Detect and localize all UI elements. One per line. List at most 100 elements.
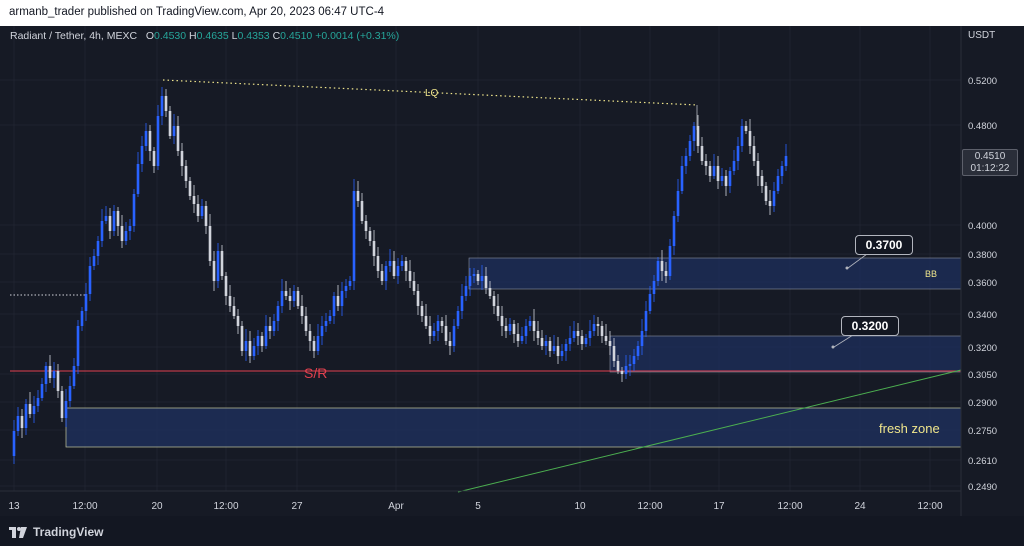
high-label: H (189, 30, 197, 42)
price-tick-label: 0.2750 (968, 426, 997, 437)
candle-up (292, 291, 296, 301)
candle-up (568, 338, 572, 344)
price-tick-label: 0.3050 (968, 370, 997, 381)
tradingview-wordmark: TradingView (33, 525, 104, 539)
candle-up (252, 346, 256, 356)
candle-down (532, 321, 536, 331)
candle-down (604, 336, 608, 341)
candle-down (608, 341, 612, 346)
candle-up (460, 296, 464, 311)
candle-down (704, 161, 708, 166)
candle-down (296, 291, 300, 306)
time-tick-label: 12:00 (213, 501, 238, 512)
candle-down (152, 151, 156, 166)
candle-down (188, 181, 192, 196)
candle-up (452, 326, 456, 346)
candle-up (628, 364, 632, 366)
time-tick-label: 12:00 (777, 501, 802, 512)
bb-label: BB (925, 269, 937, 279)
fresh-zone-label: fresh zone (879, 421, 940, 436)
candle-up (644, 311, 648, 331)
candle-up (528, 321, 532, 326)
candle-down (760, 176, 764, 186)
candle-up (280, 291, 284, 306)
candle-down (248, 341, 252, 356)
candle-up (112, 211, 116, 231)
bar-countdown: 01:12:22 (970, 163, 1010, 174)
candle-down (708, 166, 712, 176)
trendline (457, 369, 962, 493)
candle-up (784, 156, 788, 166)
candle-down (500, 316, 504, 326)
price-tick-label: 0.5200 (968, 76, 997, 87)
price-tick-label: 0.2900 (968, 398, 997, 409)
demand-zone-0320 (609, 335, 962, 373)
candle-down (204, 206, 208, 226)
candle-down (148, 131, 152, 151)
candle-up (40, 384, 44, 398)
candle-down (380, 271, 384, 281)
candle-up (384, 266, 388, 281)
candle-down (116, 211, 120, 226)
time-axis-labels: 13 12:00 20 12:00 27 Apr 5 10 12:00 17 12:00 24 12:0… (8, 501, 943, 512)
candle-up (636, 346, 640, 356)
candle-up (216, 251, 220, 281)
time-tick-label: 17 (713, 501, 725, 512)
candle-up (80, 311, 84, 326)
price-tick-label: 0.3600 (968, 278, 997, 289)
callout-upper: 0.3700 (855, 235, 913, 255)
candle-down (616, 361, 620, 371)
candle-up (84, 294, 88, 311)
candle-down (744, 126, 748, 131)
time-tick-label: 12:00 (637, 501, 662, 512)
price-chart[interactable]: LQ S/R BB fresh zone 0.52000.48000.40000… (0, 26, 1024, 516)
open-value: 0.4530 (153, 30, 187, 42)
candle-up (456, 311, 460, 326)
currency-label[interactable]: USDT (968, 30, 996, 41)
candle-down (492, 296, 496, 306)
candle-down (484, 276, 488, 288)
candle-up (388, 261, 392, 266)
candle-down (364, 221, 368, 231)
candle-up (624, 366, 628, 374)
candle-up (320, 326, 324, 336)
close-value: 0.4510 (280, 30, 313, 42)
candle-up (396, 266, 400, 276)
candle-up (524, 326, 528, 336)
bb-zone (468, 257, 962, 290)
candle-up (480, 276, 484, 281)
candle-down (312, 341, 316, 351)
candle-down (372, 241, 376, 256)
candle-down (232, 306, 236, 316)
candle-down (228, 296, 232, 306)
candle-down (420, 306, 424, 316)
candle-up (472, 274, 476, 276)
candle-up (680, 166, 684, 191)
candle-up (776, 176, 780, 191)
candle-up (780, 166, 784, 176)
candle-down (260, 336, 264, 346)
price-tick-label: 0.4800 (968, 121, 997, 132)
candle-down (580, 336, 584, 344)
candle-down (336, 296, 340, 306)
candle-down (224, 276, 228, 296)
candle-down (748, 131, 752, 146)
candle-up (732, 161, 736, 171)
candle-up (740, 126, 744, 146)
candle-down (516, 334, 520, 341)
candle-up (352, 191, 356, 281)
time-tick-label: 24 (854, 501, 866, 512)
candle-down (724, 176, 728, 186)
candle-down (696, 126, 700, 146)
low-label: L (231, 30, 238, 42)
chart-panel[interactable]: LQ S/R BB fresh zone 0.5200 0.4800 0.4000 0… (0, 26, 1024, 516)
candle-down (308, 331, 312, 341)
high-value: 0.4635 (196, 30, 229, 42)
candle-up (572, 331, 576, 338)
candle-down (548, 341, 552, 351)
candle-down (220, 251, 224, 276)
tradingview-logo[interactable]: TradingView (9, 525, 103, 539)
candle-down (424, 316, 428, 326)
candle-up (400, 261, 404, 266)
time-tick-label: Apr (388, 501, 404, 512)
